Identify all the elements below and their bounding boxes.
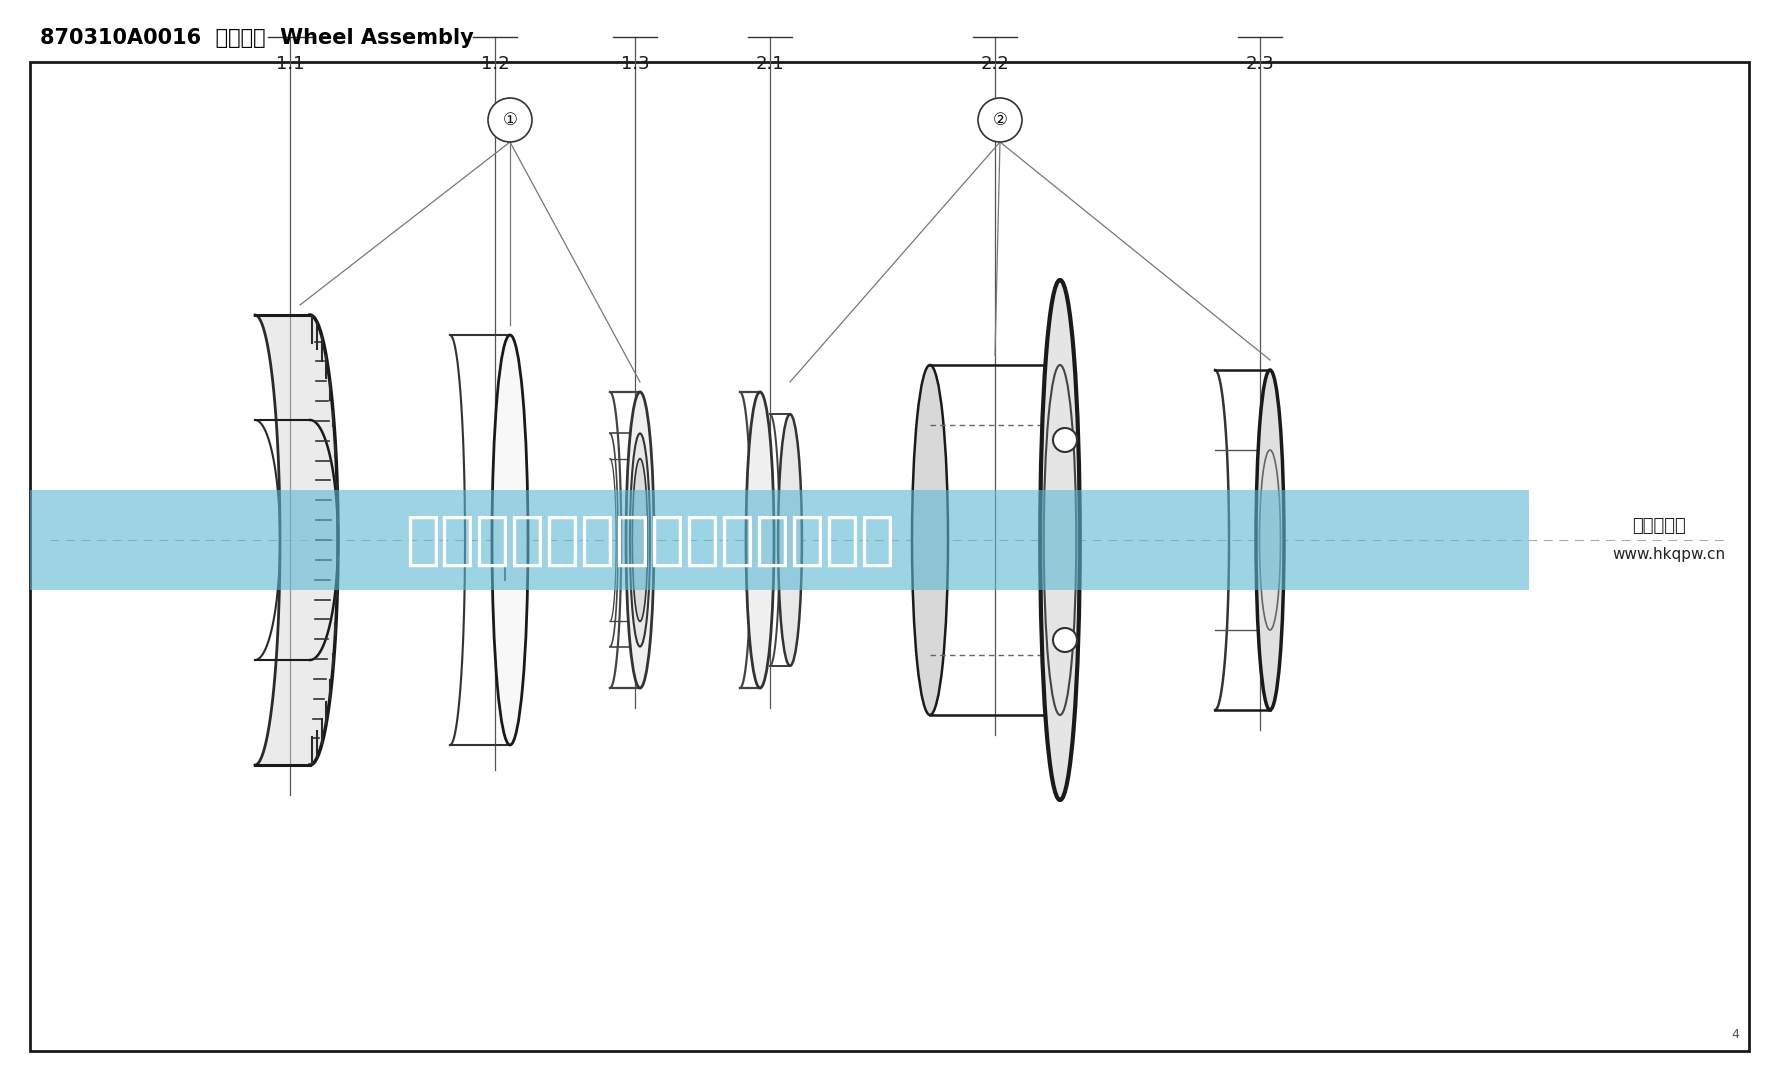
Text: ①: ① <box>502 111 518 129</box>
Text: 1.3: 1.3 <box>621 55 649 74</box>
Ellipse shape <box>913 365 948 715</box>
Bar <box>30 490 1528 590</box>
Ellipse shape <box>626 392 655 688</box>
Circle shape <box>1053 428 1076 452</box>
Text: 2.3: 2.3 <box>1245 55 1274 74</box>
Text: 济南瑞蒸特汽车零部件有限公司: 济南瑞蒸特汽车零部件有限公司 <box>406 511 895 569</box>
Text: 1.2: 1.2 <box>480 55 509 74</box>
Ellipse shape <box>1256 370 1284 710</box>
Ellipse shape <box>632 458 648 622</box>
Text: 4: 4 <box>1731 1028 1740 1041</box>
Text: ②: ② <box>993 111 1007 129</box>
Polygon shape <box>254 315 338 765</box>
Circle shape <box>978 98 1021 142</box>
Ellipse shape <box>745 392 774 688</box>
Text: 2.2: 2.2 <box>980 55 1009 74</box>
Ellipse shape <box>1041 280 1080 800</box>
Circle shape <box>487 98 532 142</box>
Text: 870310A0016  车轮总成  Wheel Assembly: 870310A0016 车轮总成 Wheel Assembly <box>39 28 473 48</box>
Ellipse shape <box>777 414 802 666</box>
Text: 2.1: 2.1 <box>756 55 785 74</box>
Text: www.hkqpw.cn: www.hkqpw.cn <box>1612 547 1726 561</box>
Text: 1.1: 1.1 <box>276 55 304 74</box>
Ellipse shape <box>493 335 528 745</box>
Circle shape <box>1053 628 1076 652</box>
Ellipse shape <box>630 433 649 646</box>
Text: 恒科汽配网: 恒科汽配网 <box>1631 517 1686 535</box>
